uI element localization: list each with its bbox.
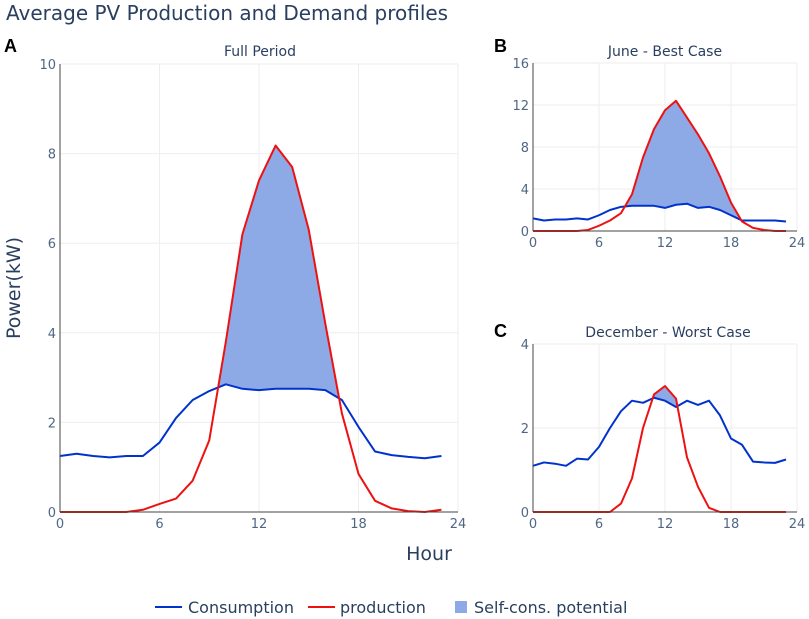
legend-label-production: production bbox=[340, 598, 426, 617]
panel-c-consumption-line bbox=[532, 396, 787, 467]
panel-b-y-tick-label: 8 bbox=[521, 141, 529, 156]
panel-a-y-tick-label: 6 bbox=[48, 237, 56, 252]
panel-b-title: June - Best Case bbox=[607, 44, 722, 60]
panel-a-y-tick-label: 10 bbox=[39, 58, 56, 73]
legend-swatch-self-consumption bbox=[455, 601, 467, 613]
panel-b-x-tick-label: 24 bbox=[789, 236, 806, 251]
panel-c-x-tick-label: 6 bbox=[595, 517, 603, 532]
panel-c-x-tick-label: 24 bbox=[789, 517, 806, 532]
panel-a: A Full Period Hour Power(kW) 0 6 12 18 24024… bbox=[3, 36, 466, 565]
panel-a-x-tick-label: 24 bbox=[450, 517, 467, 532]
panel-b: B June - Best Case 0 6 12 18 24 0 4 8 12 16 bbox=[494, 36, 805, 251]
panel-a-self-consumption-area bbox=[218, 145, 340, 399]
panel-b-x-tick-label: 0 bbox=[529, 236, 537, 251]
figure-title: Average PV Production and Demand profile… bbox=[6, 1, 448, 25]
panel-a-x-tick-label: 18 bbox=[350, 517, 367, 532]
panel-b-y-tick-label: 0 bbox=[521, 225, 529, 240]
panel-a-y-tick-label: 2 bbox=[48, 416, 56, 431]
panel-a-letter: A bbox=[4, 36, 17, 56]
panel-b-x-tick-label: 12 bbox=[657, 236, 674, 251]
panel-c-x-tick-label: 0 bbox=[529, 517, 537, 532]
legend: Consumption production Self-cons. potent… bbox=[155, 598, 627, 617]
panel-c-letter: C bbox=[494, 321, 507, 341]
panel-b-y-tick-label: 4 bbox=[521, 183, 529, 198]
panel-a-title: Full Period bbox=[224, 44, 296, 60]
legend-item-consumption[interactable]: Consumption bbox=[155, 598, 294, 617]
panel-b-x-tick-label: 18 bbox=[723, 236, 740, 251]
panel-a-y-tick-label: 4 bbox=[48, 327, 56, 342]
legend-label-self-consumption: Self-cons. potential bbox=[474, 598, 627, 617]
panel-b-y-tick-label: 16 bbox=[512, 57, 529, 72]
panel-c-title: December - Worst Case bbox=[585, 325, 750, 341]
panel-a-y-axis-title: Power(kW) bbox=[3, 237, 25, 339]
panel-c-y-tick-label: 4 bbox=[521, 338, 529, 353]
panel-b-consumption-line bbox=[532, 202, 787, 223]
legend-item-self-consumption[interactable]: Self-cons. potential bbox=[455, 598, 627, 617]
panel-c-y-tick-label: 0 bbox=[521, 506, 529, 521]
panel-a-y-tick-label: 8 bbox=[48, 148, 56, 163]
legend-label-consumption: Consumption bbox=[188, 598, 294, 617]
panel-b-y-tick-label: 12 bbox=[512, 99, 529, 114]
panel-a-x-tick-label: 6 bbox=[155, 517, 163, 532]
panel-c-production-line bbox=[533, 385, 786, 513]
panel-a-y-tick-label: 0 bbox=[48, 506, 56, 521]
panel-c-y-tick-label: 2 bbox=[521, 422, 529, 437]
panel-b-letter: B bbox=[494, 36, 507, 56]
panel-b-x-tick-label: 6 bbox=[595, 236, 603, 251]
panel-a-x-axis-title: Hour bbox=[406, 543, 452, 565]
panel-a-x-tick-label: 0 bbox=[56, 517, 64, 532]
panel-a-consumption-line bbox=[59, 383, 442, 460]
panel-c-x-tick-label: 12 bbox=[657, 517, 674, 532]
panel-a-x-tick-label: 12 bbox=[251, 517, 268, 532]
panel-c-grid bbox=[532, 343, 798, 513]
legend-item-production[interactable]: production bbox=[308, 598, 426, 617]
panel-c-x-tick-label: 18 bbox=[723, 517, 740, 532]
